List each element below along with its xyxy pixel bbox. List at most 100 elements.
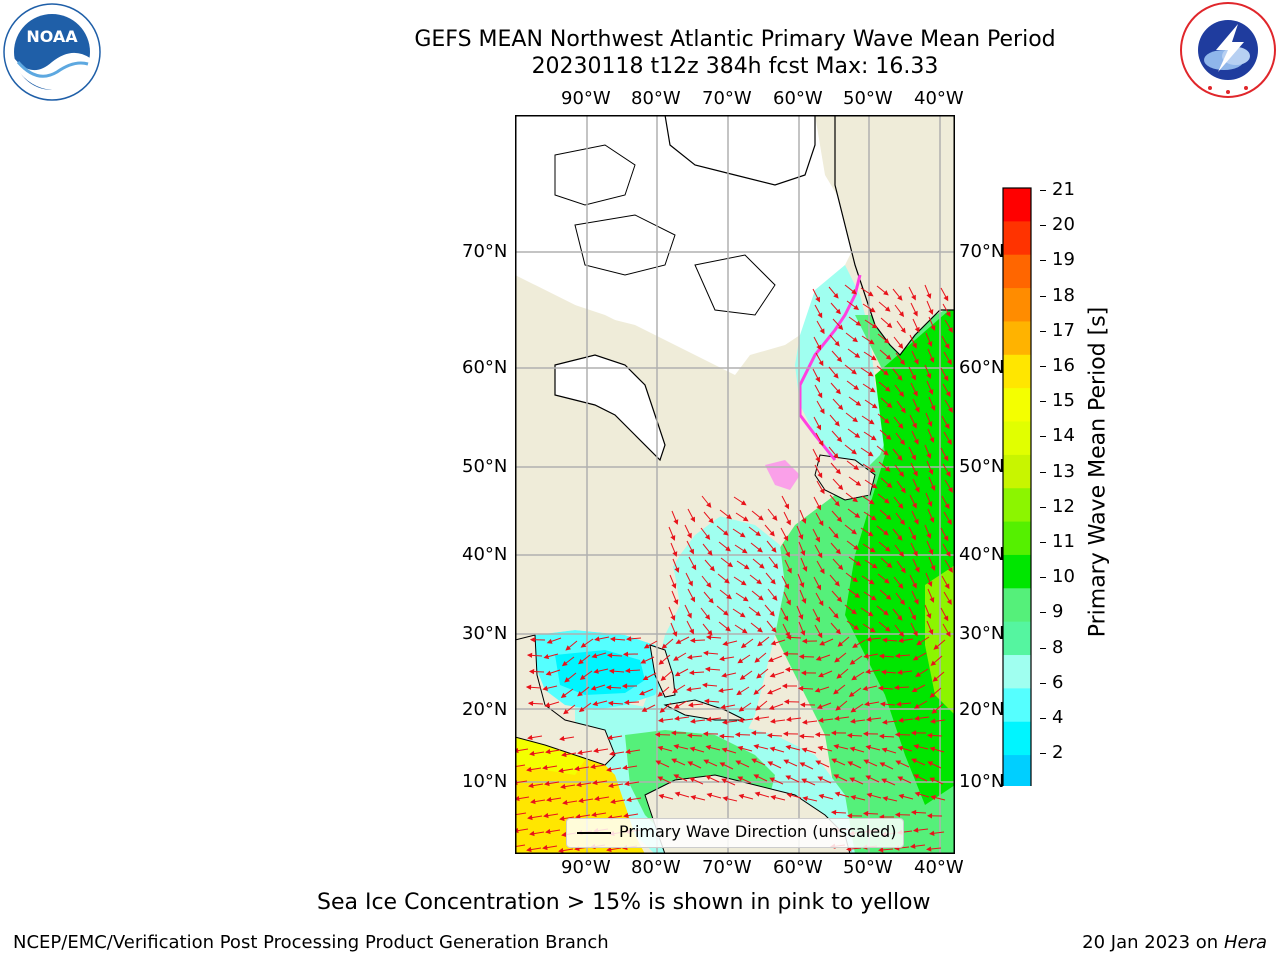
wave-arrow-head (769, 530, 775, 537)
wave-arrow-head (897, 535, 903, 541)
wave-arrow-head (607, 700, 614, 706)
wave-arrow-head (852, 496, 858, 503)
wave-arrow-head (706, 792, 713, 798)
wave-arrow-head (675, 639, 682, 644)
wave-arrow-head (781, 683, 788, 689)
wave-arrow-head (545, 828, 551, 835)
wave-arrow-head (819, 568, 825, 575)
wave-arrow-head (579, 674, 586, 680)
wave-arrow-head (913, 827, 919, 833)
wave-arrow-head (913, 358, 919, 365)
wave-arrow-head (643, 643, 650, 649)
wave-arrow-head (802, 796, 808, 802)
colorbar-tick-mark (1040, 506, 1046, 508)
wave-arrow-head (852, 336, 858, 343)
wave-arrow-head (837, 641, 844, 647)
colorbar-tick-label: 16 (1052, 355, 1075, 376)
wave-arrow-head (689, 746, 696, 752)
wave-arrow-head (834, 500, 840, 507)
colorbar-segment (1003, 421, 1031, 456)
nws-logo (1178, 0, 1278, 100)
wave-arrow-head (867, 611, 874, 617)
wave-arrow-head (926, 613, 932, 619)
wave-arrow-head (726, 594, 732, 600)
wave-arrow-head (817, 745, 824, 751)
wave-arrow-head (592, 700, 598, 707)
wave-arrow-head (545, 670, 552, 676)
wave-arrow-head (722, 610, 729, 616)
wave-arrow-head (884, 418, 890, 424)
wave-arrow-head (898, 471, 905, 478)
wave-arrow-head (916, 640, 923, 646)
wave-arrow-head (835, 308, 841, 315)
wave-arrow-head (722, 796, 728, 802)
wave-arrow-head (671, 583, 677, 589)
wave-arrow-head (830, 809, 837, 816)
wave-arrow-head (855, 480, 862, 486)
wave-arrow-head (818, 520, 824, 527)
wave-arrow-head (878, 653, 885, 659)
wave-arrow-head (928, 469, 934, 475)
wave-arrow-head (737, 776, 744, 782)
wave-arrow-head (527, 734, 533, 741)
mexico-land (514, 634, 616, 766)
wave-arrow-head (606, 846, 612, 853)
wave-arrow-head (866, 636, 872, 642)
wave-arrow-head (912, 342, 917, 349)
wave-arrow-head (527, 814, 533, 821)
wave-arrow-head (929, 437, 935, 443)
wave-arrow-head (546, 796, 552, 803)
wave-arrow-head (799, 702, 806, 708)
wave-arrow-head (772, 515, 778, 521)
wave-arrow-head (797, 685, 804, 692)
wave-arrow-head (912, 502, 917, 509)
wave-arrow-head (726, 514, 732, 520)
wave-arrow-head (911, 294, 916, 301)
wave-arrow-head (739, 612, 746, 618)
wave-arrow-head (770, 718, 776, 724)
wave-arrow-head (741, 548, 748, 554)
wave-arrow-head (869, 467, 876, 473)
wave-arrow-head (609, 636, 616, 642)
wave-arrow-head (884, 578, 890, 584)
wave-arrow-head (673, 774, 680, 780)
wave-arrow-head (621, 683, 628, 689)
wave-arrow-head (943, 535, 949, 542)
wave-arrow-head (771, 627, 777, 633)
wave-arrow-head (866, 792, 873, 798)
wave-arrow-head (607, 734, 613, 741)
lat-label-left: 60°N (462, 357, 508, 378)
wave-arrow-head (868, 579, 875, 585)
wave-arrow-head (835, 548, 841, 555)
wave-arrow-head (815, 655, 822, 661)
colorbar-segment (1003, 621, 1031, 656)
wave-arrow-head (526, 766, 532, 773)
wave-arrow-head (929, 597, 935, 603)
wave-arrow-head (831, 758, 837, 764)
colorbar-tick-label: 15 (1052, 390, 1075, 412)
wave-arrow-head (870, 435, 877, 441)
wave-arrow-head (708, 597, 714, 604)
wave-arrow-head (817, 312, 823, 319)
colorbar-tick-mark (1040, 612, 1046, 614)
wave-arrow-head (898, 423, 904, 429)
wave-arrow-head (881, 669, 887, 675)
colorbar-tick-mark (1040, 401, 1046, 403)
wave-arrow-head (830, 730, 837, 736)
wave-arrow-head (673, 519, 679, 525)
wave-arrow-head (929, 517, 935, 523)
wave-arrow-head (886, 482, 893, 489)
wave-arrow-head (867, 531, 874, 537)
lat-label-right: 60°N (959, 357, 1005, 378)
wave-arrow-head (926, 813, 933, 819)
wave-arrow-head (706, 502, 712, 508)
wave-arrow-head (624, 780, 630, 787)
wave-arrow-head (802, 719, 808, 725)
wave-arrow-head (690, 516, 696, 523)
wave-arrow-head (884, 498, 890, 504)
wave-arrow-head (944, 423, 950, 430)
wave-arrow-head (738, 793, 745, 800)
colorbar-tick-label: 4 (1052, 707, 1064, 728)
wave-arrow-head (817, 472, 823, 479)
wave-arrow-head (672, 631, 678, 637)
